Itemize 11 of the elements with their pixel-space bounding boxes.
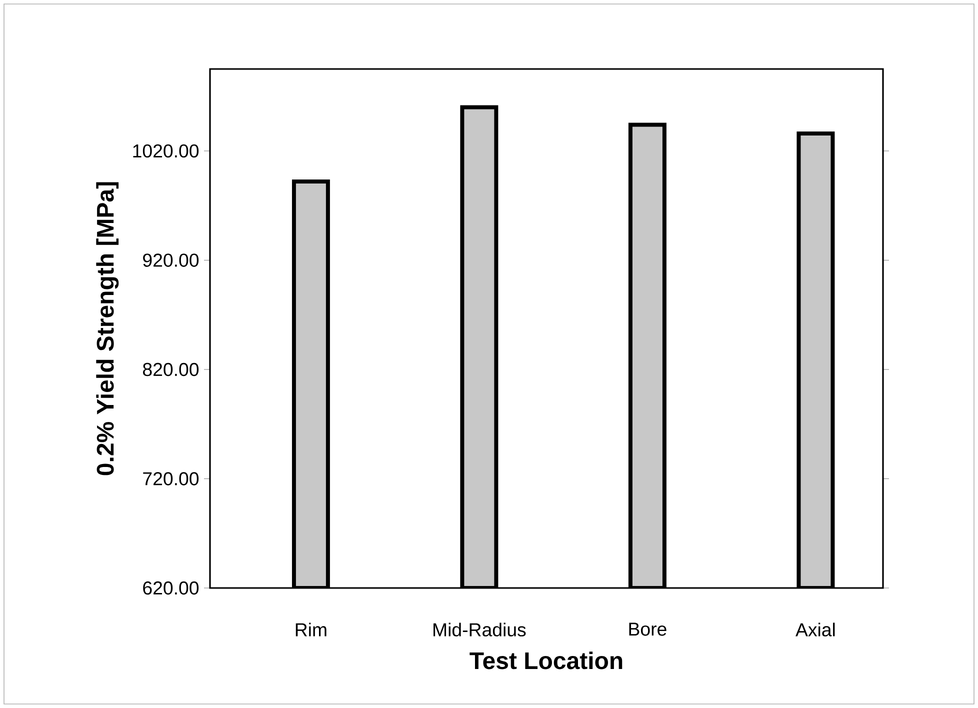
- x-tick-label: Bore: [629, 622, 666, 636]
- x-tick-label: Rim: [296, 622, 326, 636]
- y-tick-label: 720.00: [143, 472, 199, 486]
- y-tick-label: 820.00: [143, 362, 199, 376]
- x-axis-title: Test Location: [470, 652, 622, 670]
- y-tick-label: 620.00: [143, 581, 199, 595]
- y-tick-label: 1020.00: [133, 144, 199, 158]
- y-tick-label: 920.00: [143, 254, 199, 267]
- x-tick-label: Axial: [796, 622, 835, 636]
- y-axis-title: 0.2% Yield Strength [MPa]: [96, 182, 119, 476]
- x-tick-label: Mid-Radius: [434, 622, 526, 636]
